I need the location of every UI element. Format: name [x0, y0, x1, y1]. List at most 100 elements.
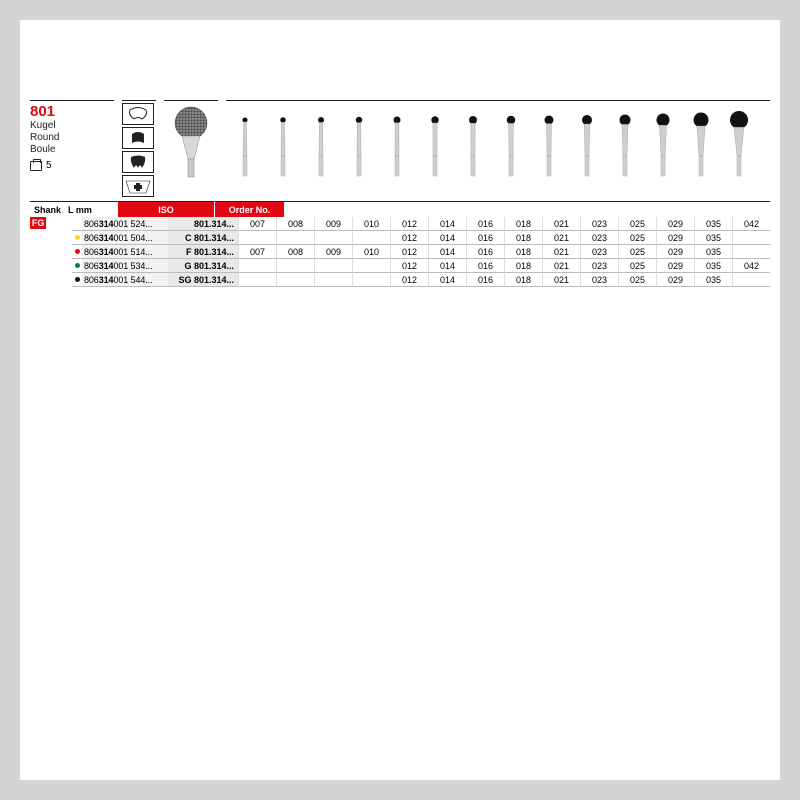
grit-dot-icon — [75, 277, 80, 282]
tooth-icon — [122, 151, 154, 173]
iso-cell: 806 314 001 544... — [82, 273, 168, 287]
size-cell: 014 — [428, 245, 466, 259]
size-cell: 016 — [466, 245, 504, 259]
bur-illustration — [492, 108, 530, 178]
title-block: 801 Kugel Round Boule 5 — [30, 100, 114, 171]
size-cell: 009 — [314, 217, 352, 231]
grit-dot-icon — [75, 249, 80, 254]
size-cell — [314, 273, 352, 287]
size-illustration-row — [226, 100, 770, 178]
grit-dot-cell — [72, 231, 82, 245]
size-cell — [732, 231, 770, 245]
bur-illustration — [340, 108, 378, 178]
name-en: Round — [30, 132, 114, 144]
table-row: 806 314 001 514...F 801.314...0070080090… — [72, 245, 770, 259]
size-cell: 012 — [390, 273, 428, 287]
size-cell: 007 — [238, 217, 276, 231]
bur-illustration — [568, 108, 606, 178]
iso-cell: 806 314 001 524... — [82, 217, 168, 231]
size-cell: 008 — [276, 217, 314, 231]
table-row: 806 314 001 534...G 801.314...0120140160… — [72, 259, 770, 273]
order-cell: F 801.314... — [168, 245, 238, 259]
bur-illustration — [720, 108, 758, 178]
swiss-icon — [122, 175, 154, 197]
grit-dot-cell — [72, 245, 82, 259]
size-cell: 018 — [504, 231, 542, 245]
grit-dot-cell — [72, 217, 82, 231]
lmm-header: L mm — [64, 201, 118, 217]
iso-cell: 806 314 001 534... — [82, 259, 168, 273]
size-cell: 010 — [352, 217, 390, 231]
bur-illustration — [530, 108, 568, 178]
crown-icon — [122, 127, 154, 149]
bur-illustration — [226, 108, 264, 178]
size-cell: 009 — [314, 245, 352, 259]
size-cell — [732, 245, 770, 259]
size-cell — [276, 231, 314, 245]
bur-illustration — [302, 108, 340, 178]
size-cell: 023 — [580, 259, 618, 273]
size-cell: 014 — [428, 217, 466, 231]
size-cell — [732, 273, 770, 287]
size-cell: 029 — [656, 245, 694, 259]
order-cell: G 801.314... — [168, 259, 238, 273]
pack-qty: 5 — [46, 160, 52, 171]
iso-header: ISO — [118, 201, 214, 217]
grit-dot-icon — [75, 235, 80, 240]
size-cell: 008 — [276, 245, 314, 259]
size-cell: 021 — [542, 231, 580, 245]
size-cell: 012 — [390, 217, 428, 231]
lmm-column — [46, 217, 72, 287]
size-cell: 016 — [466, 273, 504, 287]
size-cell — [276, 273, 314, 287]
size-cell: 023 — [580, 231, 618, 245]
size-cell: 042 — [732, 259, 770, 273]
size-cell: 010 — [352, 245, 390, 259]
size-cell: 023 — [580, 217, 618, 231]
size-cell: 018 — [504, 259, 542, 273]
size-cell — [352, 273, 390, 287]
bur-illustration — [644, 108, 682, 178]
size-cell: 042 — [732, 217, 770, 231]
table-row: 806 314 001 544...SG 801.314...012014016… — [72, 273, 770, 287]
cavity-icon — [122, 103, 154, 125]
size-cell — [238, 259, 276, 273]
size-cell: 025 — [618, 259, 656, 273]
size-cell: 021 — [542, 259, 580, 273]
grit-dot-cell — [72, 259, 82, 273]
package-icon — [30, 161, 42, 171]
size-cell: 021 — [542, 245, 580, 259]
size-cell: 016 — [466, 217, 504, 231]
size-cell: 029 — [656, 273, 694, 287]
size-cell: 029 — [656, 231, 694, 245]
table-header: Shank L mm ISO Order No. — [30, 201, 770, 217]
size-cell: 018 — [504, 245, 542, 259]
table-row: 806 314 001 504...C 801.314...0120140160… — [72, 231, 770, 245]
size-cell: 035 — [694, 217, 732, 231]
name-fr: Boule — [30, 144, 114, 156]
size-cell — [352, 259, 390, 273]
usage-icons — [122, 100, 156, 197]
size-cell: 007 — [238, 245, 276, 259]
order-header: Order No. — [214, 201, 284, 217]
shank-header: Shank — [30, 201, 64, 217]
size-cell: 025 — [618, 273, 656, 287]
table-row: 806 314 001 524...801.314...007008009010… — [72, 217, 770, 231]
product-illustration — [164, 100, 218, 179]
bur-illustration — [454, 108, 492, 178]
size-cell — [352, 231, 390, 245]
size-cell: 014 — [428, 231, 466, 245]
size-cell: 018 — [504, 273, 542, 287]
size-cell: 035 — [694, 245, 732, 259]
size-cell: 029 — [656, 217, 694, 231]
grit-dot-cell — [72, 273, 82, 287]
size-cell: 023 — [580, 245, 618, 259]
bur-illustration — [416, 108, 454, 178]
size-cell — [238, 231, 276, 245]
order-cell: 801.314... — [168, 217, 238, 231]
bur-illustration — [264, 108, 302, 178]
size-cell: 012 — [390, 245, 428, 259]
grit-dot-icon — [75, 263, 80, 268]
order-cell: SG 801.314... — [168, 273, 238, 287]
size-cell: 029 — [656, 259, 694, 273]
